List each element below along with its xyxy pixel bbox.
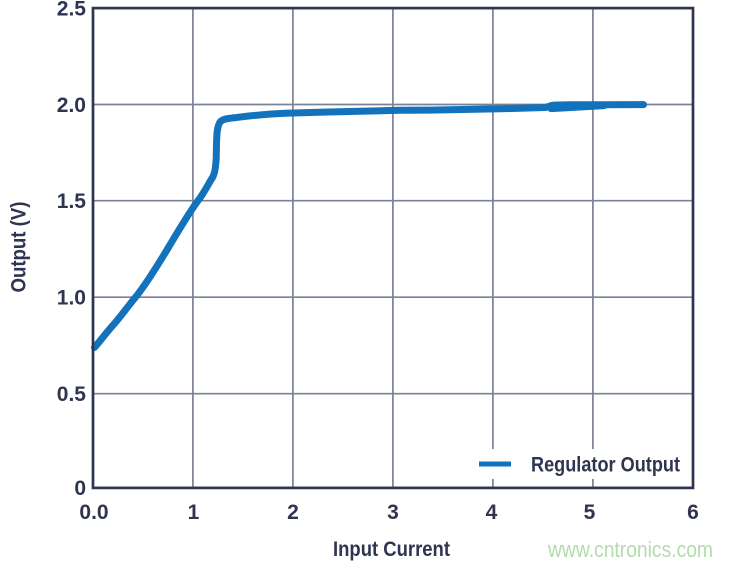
svg-text:1: 1: [188, 501, 200, 524]
svg-text:Regulator Output: Regulator Output: [531, 454, 680, 477]
svg-text:0.5: 0.5: [57, 383, 87, 406]
svg-text:6: 6: [687, 501, 699, 524]
svg-text:3: 3: [387, 501, 399, 524]
svg-text:2.0: 2.0: [57, 94, 86, 117]
svg-text:0: 0: [74, 477, 86, 500]
svg-text:www.cntronics.com: www.cntronics.com: [547, 537, 713, 562]
svg-text:2.5: 2.5: [57, 0, 87, 21]
svg-text:4: 4: [486, 501, 498, 524]
svg-text:1.0: 1.0: [57, 287, 86, 310]
svg-text:Input Current: Input Current: [333, 538, 450, 561]
svg-text:2: 2: [287, 501, 299, 524]
svg-text:0.0: 0.0: [79, 501, 108, 524]
svg-text:Output (V): Output (V): [8, 202, 31, 293]
svg-text:5: 5: [584, 501, 596, 524]
svg-text:1.5: 1.5: [57, 190, 87, 213]
